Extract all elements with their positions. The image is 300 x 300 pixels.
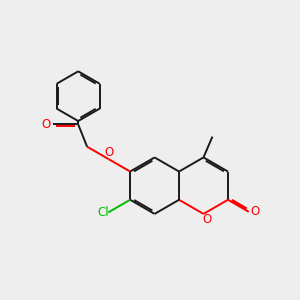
- Text: O: O: [251, 205, 260, 218]
- Text: O: O: [202, 213, 212, 226]
- Text: Cl: Cl: [97, 206, 109, 219]
- Text: O: O: [42, 118, 51, 131]
- Text: O: O: [104, 146, 113, 159]
